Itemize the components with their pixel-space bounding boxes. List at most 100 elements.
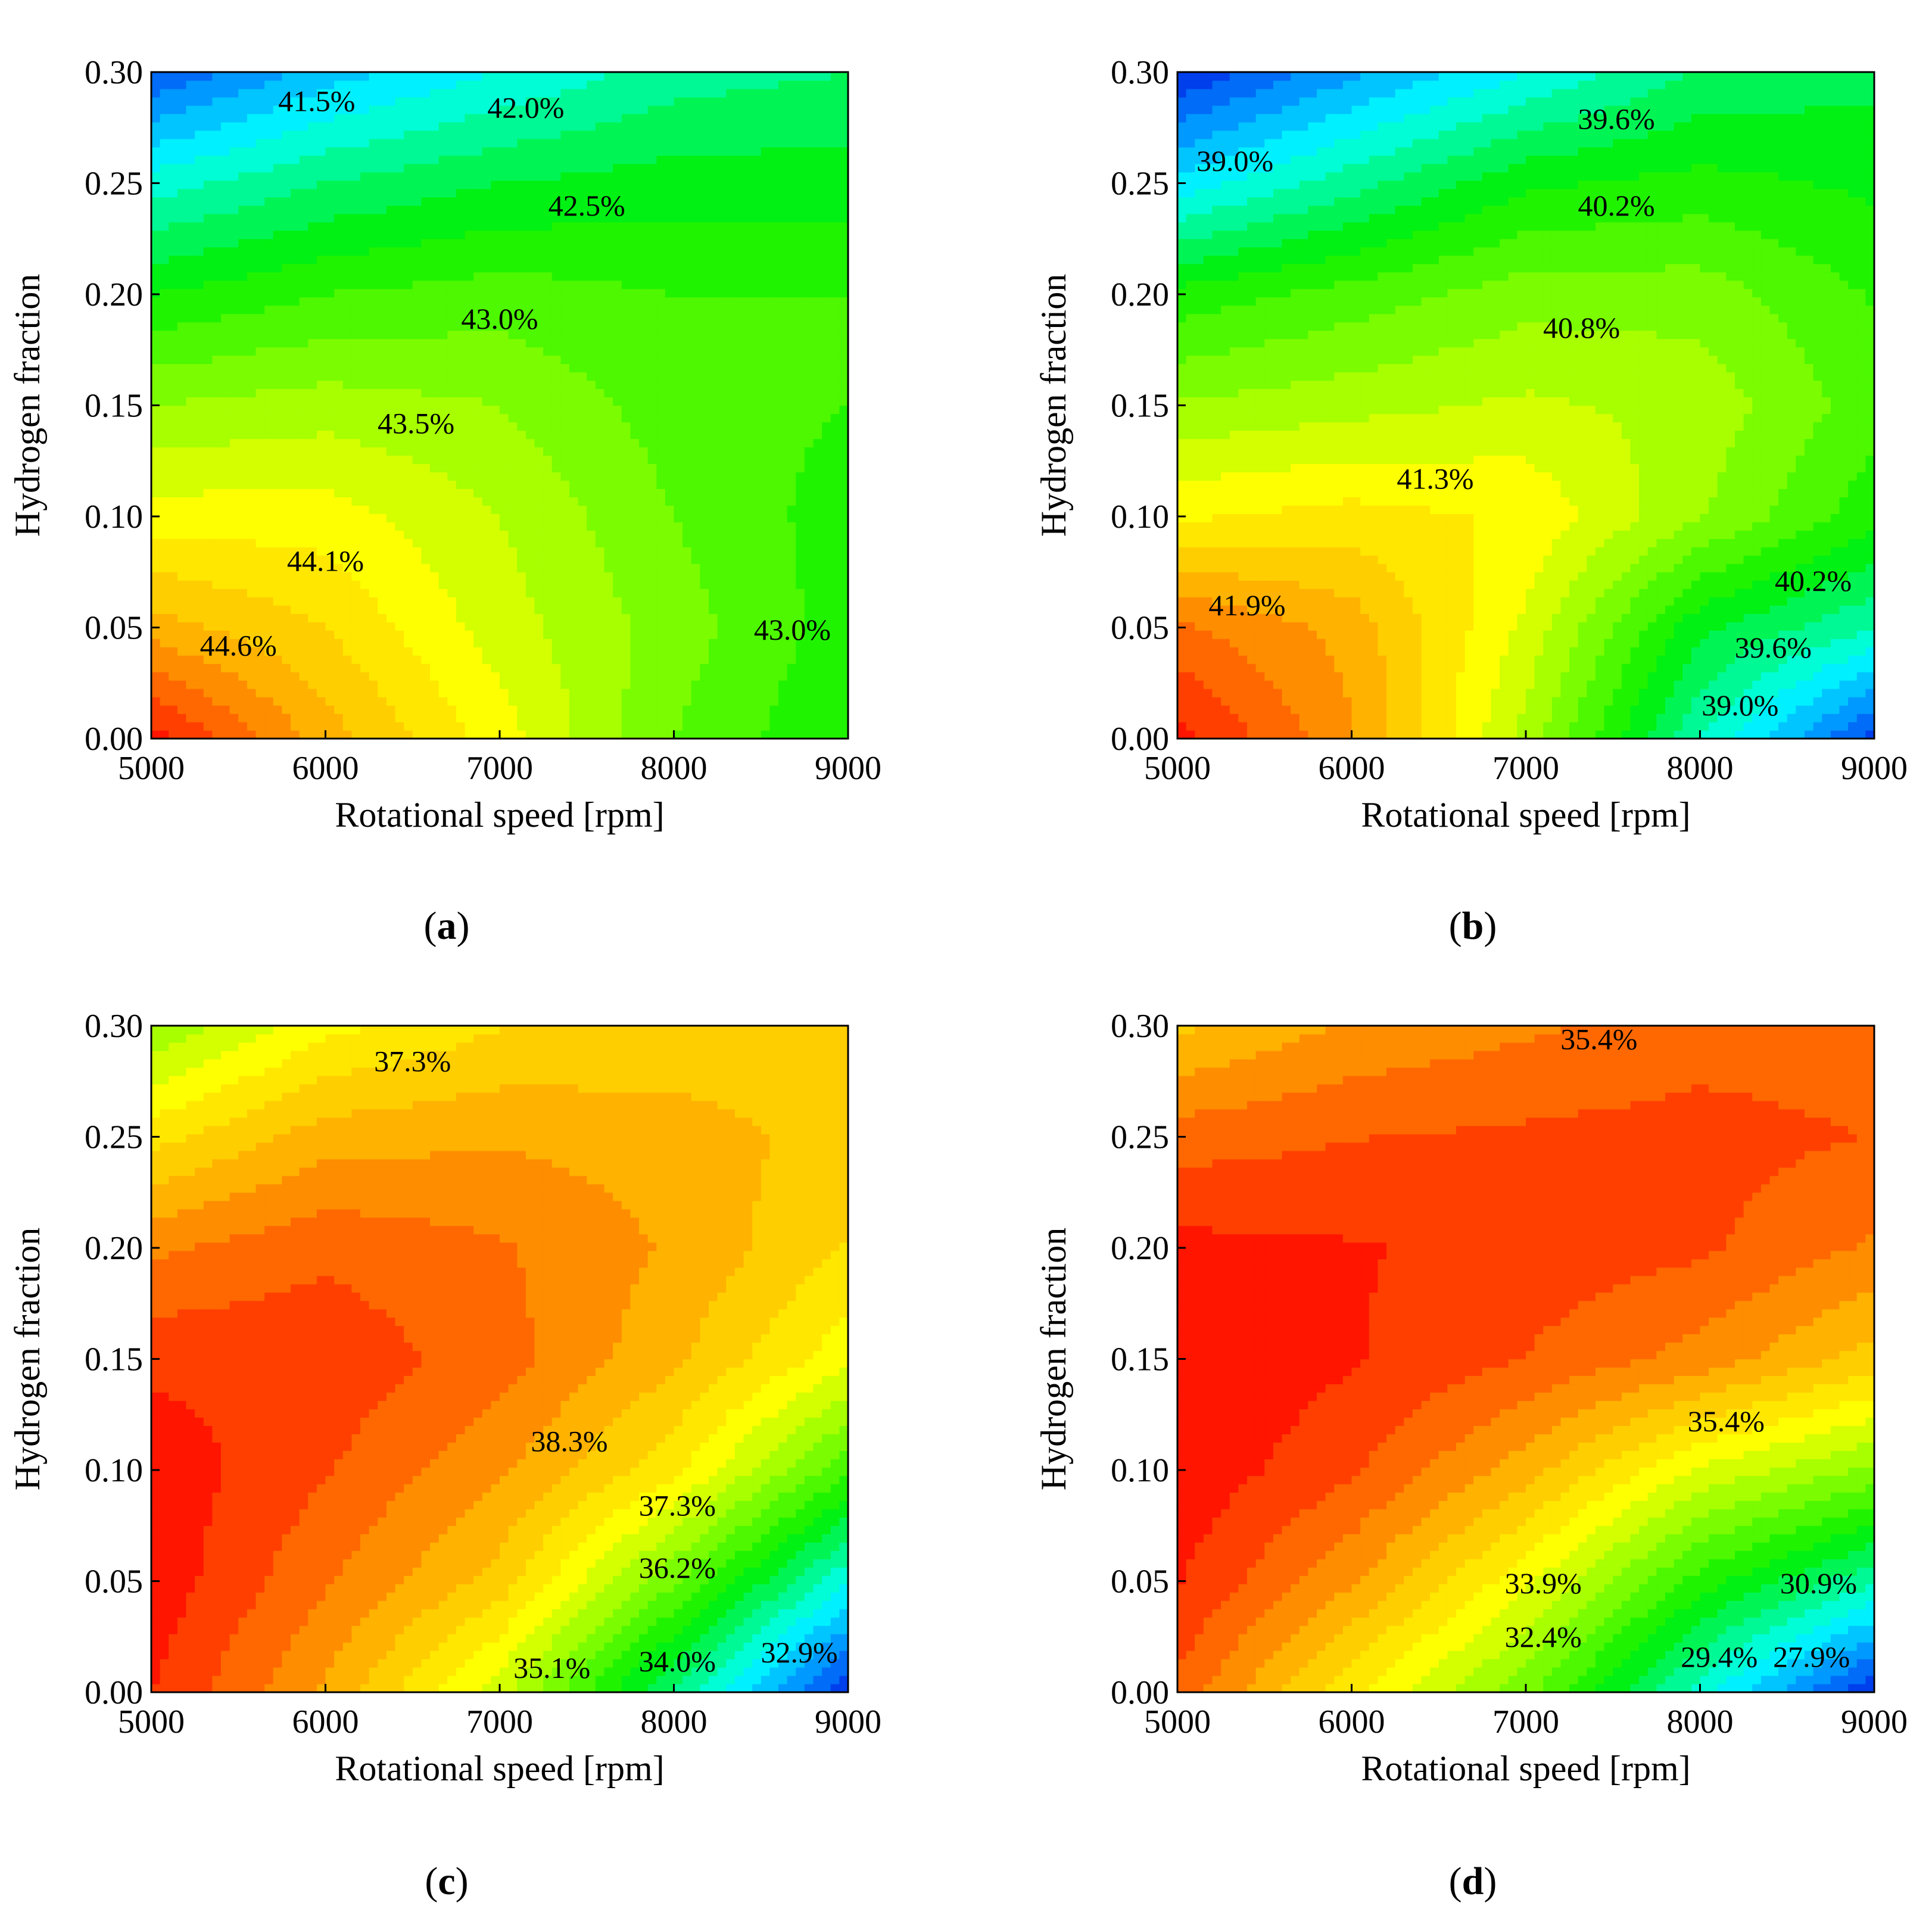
contour-cell	[317, 256, 326, 264]
contour-cell	[151, 647, 160, 656]
contour-cell	[151, 164, 160, 173]
contour-cell	[291, 614, 300, 622]
contour-cell	[317, 222, 326, 231]
contour-cell	[238, 247, 247, 256]
contour-cell	[151, 381, 160, 390]
contour-cell	[212, 430, 221, 439]
contour-cell	[169, 597, 177, 606]
contour-cell	[151, 722, 160, 731]
contour-cell	[204, 114, 213, 123]
contour-cell	[308, 247, 317, 256]
contour-cell	[221, 672, 230, 681]
contour-cell	[221, 239, 230, 248]
contour-cell	[212, 397, 221, 406]
contour-cell	[177, 322, 186, 331]
contour-cell	[247, 331, 256, 340]
contour-cell	[308, 730, 317, 739]
contour-cell	[169, 89, 177, 98]
contour-cell	[256, 513, 265, 522]
contour-cell	[195, 89, 204, 98]
contour-cell	[238, 306, 247, 314]
contour-cell	[247, 447, 256, 456]
contour-cell	[282, 381, 291, 390]
contour-cell	[291, 672, 300, 681]
contour-cell	[160, 180, 169, 189]
contour-cell	[204, 289, 213, 298]
contour-cell	[204, 455, 213, 464]
contour-cell	[300, 505, 309, 514]
contour-cell	[300, 172, 309, 181]
contour-cell	[238, 497, 247, 506]
contour-cell	[264, 389, 273, 398]
contour-cell	[291, 639, 300, 647]
contour-cell	[256, 588, 265, 597]
contour-cell	[169, 730, 177, 739]
contour-cell	[160, 497, 169, 506]
contour-cell	[204, 689, 213, 697]
contour-cell	[308, 639, 317, 647]
contour-cell	[238, 597, 247, 606]
contour-cell	[160, 480, 169, 489]
contour-cell	[238, 314, 247, 323]
contour-cell	[291, 247, 300, 256]
contour-cell	[186, 555, 195, 564]
contour-cell	[186, 697, 195, 706]
contour-cell	[238, 605, 247, 614]
contour-cell	[151, 538, 160, 547]
contour-cell	[169, 697, 177, 706]
contour-cell	[282, 264, 291, 273]
contour-cell	[221, 614, 230, 622]
contour-cell	[256, 406, 265, 415]
contour-cell	[160, 247, 169, 256]
contour-cell	[291, 455, 300, 464]
contour-cell	[256, 397, 265, 406]
contour-cell	[300, 306, 309, 314]
contour-cell	[282, 289, 291, 298]
contour-cell	[317, 155, 326, 164]
contour-cell	[195, 580, 204, 589]
contour-cell	[300, 647, 309, 656]
contour-cell	[169, 655, 177, 664]
contour-cell	[291, 281, 300, 289]
contour-cell	[264, 472, 273, 481]
contour-cell	[230, 555, 239, 564]
contour-cell	[169, 689, 177, 697]
contour-cell	[212, 714, 221, 723]
contour-cell	[300, 455, 309, 464]
contour-cell	[317, 264, 326, 273]
contour-cell	[264, 588, 273, 597]
contour-cell	[291, 697, 300, 706]
contour-cell	[273, 522, 282, 531]
contour-cell	[308, 214, 317, 223]
contour-cell	[221, 147, 230, 156]
contour-cell	[264, 530, 273, 539]
contour-cell	[221, 272, 230, 281]
contour-cell	[273, 572, 282, 581]
contour-cell	[282, 639, 291, 647]
contour-cell	[177, 413, 186, 422]
contour-cell	[230, 180, 239, 189]
contour-cell	[282, 530, 291, 539]
contour-cell	[256, 438, 265, 447]
contour-cell	[160, 239, 169, 248]
contour-cell	[247, 147, 256, 156]
contour-cell	[308, 389, 317, 398]
contour-cell	[282, 139, 291, 148]
contour-cell	[282, 197, 291, 206]
contour-cell	[300, 480, 309, 489]
contour-cell	[317, 463, 326, 472]
contour-cell	[186, 680, 195, 689]
contour-cell	[186, 222, 195, 231]
contour-cell	[195, 97, 204, 106]
contour-cell	[256, 563, 265, 572]
contour-cell	[317, 705, 326, 714]
contour-cell	[238, 572, 247, 581]
contour-cell	[291, 264, 300, 273]
contour-cell	[151, 172, 160, 181]
contour-cell	[247, 172, 256, 181]
contour-cell	[291, 314, 300, 323]
contour-cell	[186, 430, 195, 439]
contour-cell	[256, 389, 265, 398]
contour-cell	[317, 372, 326, 381]
contour-cell	[160, 655, 169, 664]
